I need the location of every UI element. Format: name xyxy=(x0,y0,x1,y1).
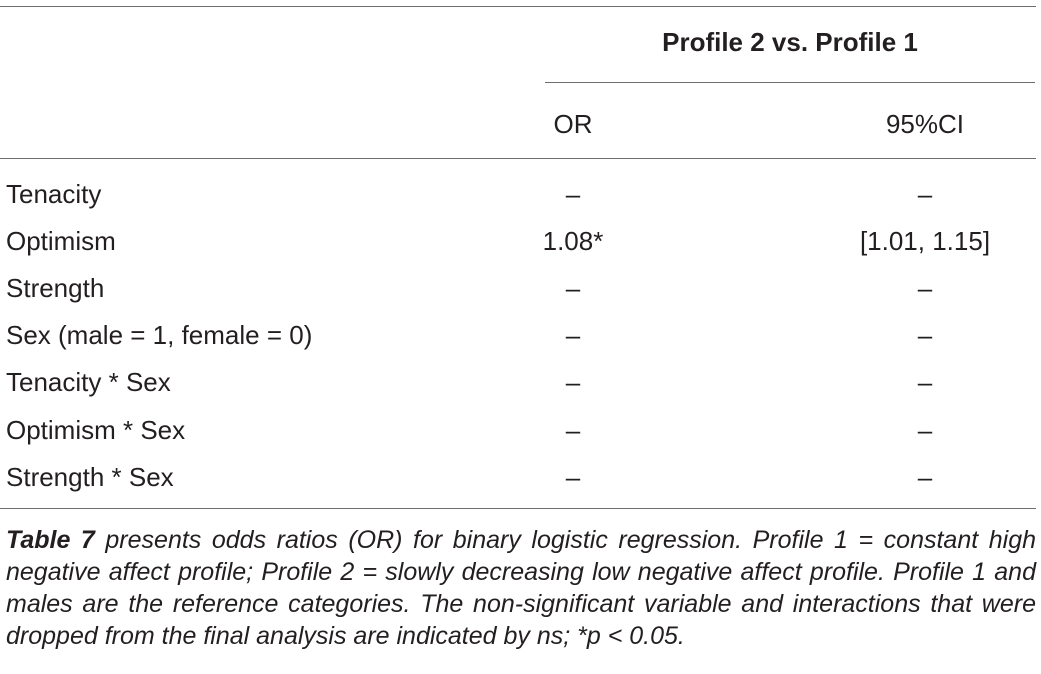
ci-value: – xyxy=(917,462,933,492)
ci-value: – xyxy=(917,367,933,397)
ci-value: [1.01, 1.15] xyxy=(859,226,991,256)
table-row: Strength – – xyxy=(0,272,1036,319)
ci-value: – xyxy=(917,179,933,209)
table-row: Strength * Sex – – xyxy=(0,461,1036,508)
table-row: Optimism * Sex – – xyxy=(0,414,1036,461)
table-top-rule xyxy=(0,6,1036,7)
row-label: Optimism xyxy=(6,226,116,256)
ci-value: – xyxy=(917,415,933,445)
table-row: Sex (male = 1, female = 0) – – xyxy=(0,319,1036,366)
or-value: – xyxy=(565,273,581,303)
caption-text: presents odds ratios (OR) for binary log… xyxy=(6,526,1037,650)
table-caption: Table 7 presents odds ratios (OR) for bi… xyxy=(6,524,1036,652)
or-value: – xyxy=(565,367,581,397)
or-value: – xyxy=(565,320,581,350)
row-label: Strength xyxy=(6,273,105,303)
or-value: – xyxy=(565,415,581,445)
row-label: Sex (male = 1, female = 0) xyxy=(6,320,313,350)
header-bottom-rule xyxy=(0,158,1036,159)
ci-value: – xyxy=(917,273,933,303)
or-value: – xyxy=(565,179,581,209)
row-label: Optimism * Sex xyxy=(6,415,186,445)
table-reference: Table 7 xyxy=(6,526,95,554)
column-header-95ci: 95%CI xyxy=(885,109,965,139)
table-row: Tenacity – – xyxy=(0,178,1036,225)
group-header-rule xyxy=(545,82,1035,83)
or-value: 1.08* xyxy=(542,226,604,256)
row-label: Tenacity xyxy=(6,179,102,209)
table-row: Tenacity * Sex – – xyxy=(0,366,1036,413)
row-label: Tenacity * Sex xyxy=(6,367,171,397)
column-header-or: OR xyxy=(553,109,593,139)
row-label: Strength * Sex xyxy=(6,462,174,492)
table-bottom-rule xyxy=(0,508,1036,509)
table-row: Optimism 1.08* [1.01, 1.15] xyxy=(0,225,1036,272)
group-header: Profile 2 vs. Profile 1 xyxy=(662,27,918,57)
or-value: – xyxy=(565,462,581,492)
ci-value: – xyxy=(917,320,933,350)
